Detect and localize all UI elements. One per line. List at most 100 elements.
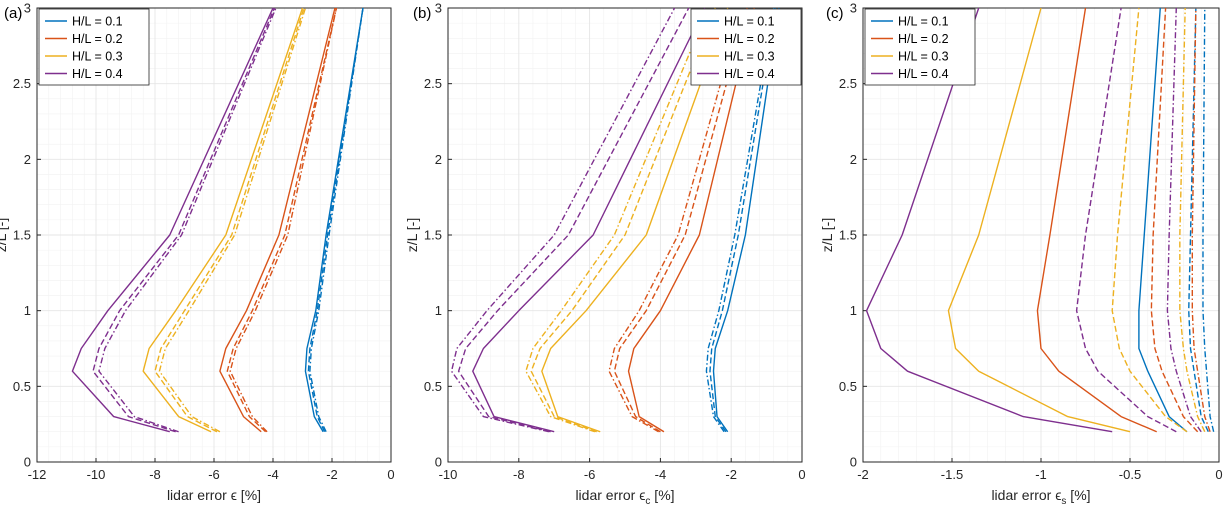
series-group (865, 7, 1215, 433)
x-tick-label: 0 (798, 467, 805, 482)
panel-a: (a) -12 -10 -8 -6 -4 -2 0 0 0.5 1 1.5 2 2.5 3 lidar er… (0, 1, 395, 504)
series-line (1166, 7, 1202, 433)
y-tick-label: 1 (850, 303, 857, 318)
series-line (541, 7, 729, 433)
series-line (229, 7, 338, 433)
series-line (865, 7, 1113, 433)
legend-label: H/L = 0.4 (724, 67, 775, 81)
x-tick-label: 0 (387, 467, 394, 482)
x-tick-label: -6 (584, 467, 596, 482)
y-tick-label: 0 (850, 455, 857, 470)
y-tick-label: 3 (850, 1, 857, 16)
legend-label: H/L = 0.2 (72, 32, 123, 46)
y-tick-label: 1.5 (839, 228, 857, 243)
series-line (1138, 7, 1188, 433)
y-tick-label: 3 (435, 1, 442, 16)
x-tick-label: -1.5 (941, 467, 963, 482)
x-tick-label: -6 (208, 467, 220, 482)
y-tick-label: 2 (435, 152, 442, 167)
series-line (457, 7, 690, 433)
series-line (712, 7, 780, 433)
series-line (1075, 7, 1177, 433)
x-tick-label: -2 (725, 467, 737, 482)
x-tick-label: -8 (149, 467, 161, 482)
legend-label: H/L = 0.4 (72, 67, 123, 81)
ticks: -12 -10 -8 -6 -4 -2 0 0 0.5 1 1.5 2 2.5 3 (13, 1, 395, 483)
series-line (472, 7, 706, 433)
x-axis-label: lidar error ϵc [%] (575, 487, 674, 507)
panel-b-plot: -10 -8 -6 -4 -2 0 0 0.5 1 1.5 2 2.5 3 lidar error ϵc … (404, 1, 806, 508)
legend: H/L = 0.1 H/L = 0.2 H/L = 0.3 H/L = 0.4 (690, 8, 802, 86)
x-tick-label: -10 (439, 467, 458, 482)
legend-label: H/L = 0.1 (898, 15, 949, 29)
x-axis-label: lidar error ϵs [%] (991, 487, 1090, 507)
y-tick-label: 2 (24, 152, 31, 167)
x-tick-label: -4 (655, 467, 667, 482)
panel-label-a: (a) (4, 5, 22, 22)
x-tick-label: -1 (1035, 467, 1047, 482)
y-tick-label: 0.5 (424, 379, 442, 394)
panel-label-b: (b) (413, 5, 431, 22)
y-tick-label: 0.5 (839, 379, 857, 394)
panel-a-plot: -12 -10 -8 -6 -4 -2 0 0 0.5 1 1.5 2 2.5 3 lidar error … (0, 1, 395, 504)
y-tick-label: 0.5 (13, 379, 31, 394)
series-line (705, 7, 775, 433)
legend-label: H/L = 0.3 (898, 50, 949, 64)
x-tick-label: -10 (87, 467, 106, 482)
series-line (142, 7, 304, 433)
series-line (304, 7, 364, 433)
y-tick-label: 2.5 (13, 76, 31, 91)
series-line (1202, 7, 1215, 432)
series-line (154, 7, 305, 433)
series-line (1111, 7, 1188, 433)
y-tick-label: 1 (24, 303, 31, 318)
legend-label: H/L = 0.3 (72, 50, 123, 64)
x-tick-label: -2 (326, 467, 338, 482)
series-line (219, 7, 336, 433)
series-group (71, 7, 364, 433)
series-line (1191, 7, 1211, 432)
major-grid (447, 7, 803, 463)
legend: H/L = 0.1 H/L = 0.2 H/L = 0.3 H/L = 0.4 (38, 8, 150, 86)
y-tick-label: 2 (850, 152, 857, 167)
series-line (450, 7, 676, 433)
y-tick-label: 0 (435, 455, 442, 470)
series-line (530, 7, 716, 433)
series-line (307, 7, 364, 433)
series-line (1188, 7, 1209, 433)
panel-label-c: (c) (826, 5, 844, 22)
y-tick-label: 1 (435, 303, 442, 318)
panel-c: (c) -2 -1.5 -1 -0.5 0 0 0.5 1 1.5 2 2.5 3 lidar erro… (819, 1, 1223, 508)
y-tick-label: 2.5 (424, 76, 442, 91)
y-tick-label: 3 (24, 1, 31, 16)
legend: H/L = 0.1 H/L = 0.2 H/L = 0.3 H/L = 0.4 (864, 8, 976, 86)
series-line (98, 7, 277, 433)
panel-b: (b) -10 -8 -6 -4 -2 0 0 0.5 1 1.5 2 2.5 3 lidar error… (404, 1, 806, 508)
ticks: -10 -8 -6 -4 -2 0 0 0.5 1 1.5 2 2.5 3 (424, 1, 806, 483)
series-line (608, 7, 743, 433)
legend-label: H/L = 0.2 (898, 32, 949, 46)
x-axis-label: lidar error ϵ [%] (167, 487, 261, 503)
y-axis-label: z/L [-] (0, 218, 9, 253)
x-tick-label: -8 (513, 467, 525, 482)
y-tick-label: 2.5 (839, 76, 857, 91)
series-line (1150, 7, 1199, 433)
series-line (1036, 7, 1157, 433)
x-tick-label: 0 (1215, 467, 1222, 482)
y-axis-label: z/L [-] (404, 218, 420, 253)
series-line (947, 7, 1131, 433)
series-line (92, 7, 276, 433)
x-tick-label: -2 (857, 467, 869, 482)
x-tick-label: -12 (28, 467, 47, 482)
series-line (709, 7, 777, 433)
series-group (450, 7, 780, 433)
legend-label: H/L = 0.3 (724, 50, 775, 64)
legend-label: H/L = 0.1 (724, 15, 775, 29)
legend-label: H/L = 0.1 (72, 15, 123, 29)
series-line (71, 7, 274, 433)
series-line (309, 7, 364, 433)
series-line (226, 7, 338, 433)
x-tick-label: -0.5 (1119, 467, 1141, 482)
